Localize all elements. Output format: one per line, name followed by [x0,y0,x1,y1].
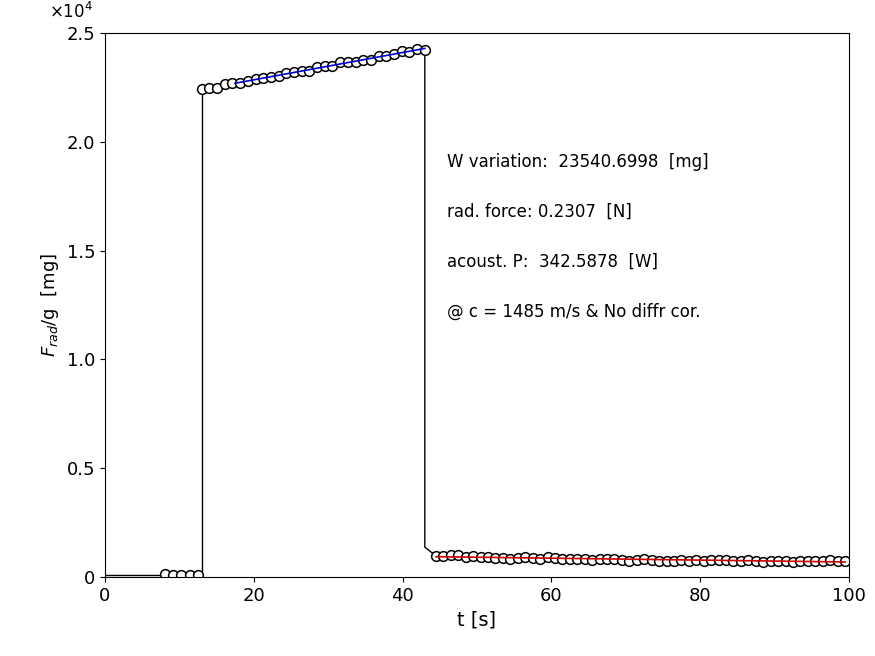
Text: $\times 10^4$: $\times 10^4$ [49,2,93,22]
X-axis label: t [s]: t [s] [458,611,496,630]
Text: W variation:  23540.6998  [mg]

rad. force: 0.2307  [N]

acoust. P:  342.5878  [: W variation: 23540.6998 [mg] rad. force:… [447,153,709,321]
Y-axis label: $F_{rad}$/g  [mg]: $F_{rad}$/g [mg] [39,253,61,357]
